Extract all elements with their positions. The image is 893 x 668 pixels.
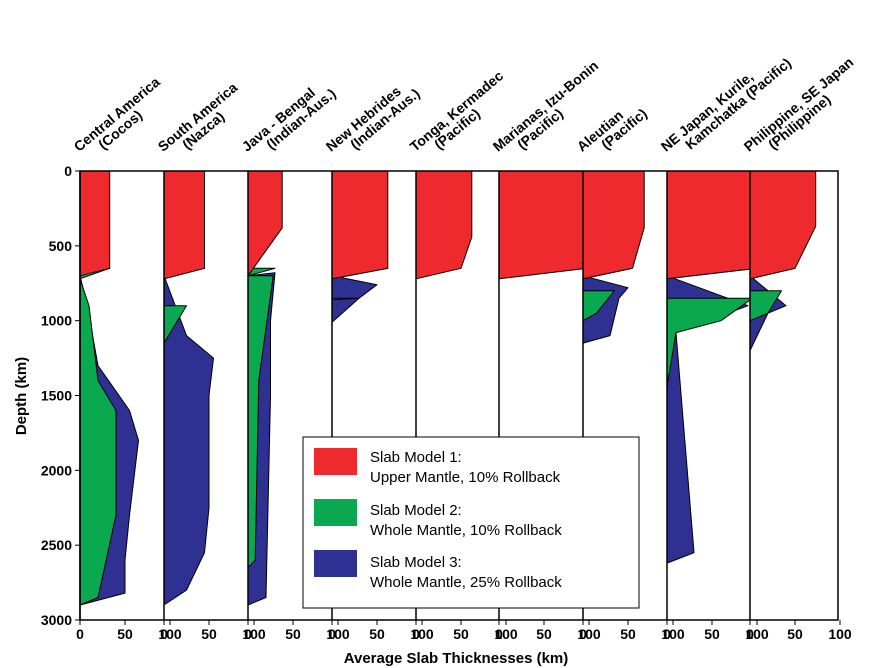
legend-model1-title: Slab Model 1:: [370, 449, 462, 466]
area-model1-panel-4: [331, 170, 389, 280]
area-model1-panel-8: [666, 170, 758, 280]
x-tick-label: 0: [746, 626, 754, 642]
x-tick-label: 0: [663, 626, 671, 642]
area-model3-panel-2: [163, 275, 214, 606]
y-tick-label: 500: [49, 238, 73, 254]
panel-2: [163, 170, 214, 606]
panel-7: [582, 170, 645, 344]
x-tick-label: 100: [828, 626, 852, 642]
panel-1: [79, 170, 139, 606]
area-model1-panel-3: [247, 170, 283, 277]
x-tick-label: 100: [745, 626, 769, 642]
x-axis-title: Average Slab Thicknesses (km): [344, 650, 569, 667]
y-tick-label: 1000: [41, 313, 72, 329]
legend-model2-desc: Whole Mantle, 10% Rollback: [370, 522, 562, 539]
x-tick-label: 0: [160, 626, 168, 642]
panel-title-1: Central America(Cocos): [71, 73, 172, 165]
x-tick-label: 50: [369, 626, 385, 642]
x-tick-label: 50: [787, 626, 803, 642]
panel-title-4: New Hebrides(Indian-Aus.): [323, 74, 423, 165]
y-tick-label: 1500: [41, 388, 72, 404]
y-tick-label: 0: [64, 163, 72, 179]
legend-swatch-model2: [314, 499, 357, 526]
x-tick-label: 50: [620, 626, 636, 642]
panel-title-line1: Philippine, SE Japan: [741, 54, 857, 155]
area-model2-panel-3: [247, 267, 276, 569]
panel-title-6: Marianas, Izu-Bonin(Pacific): [490, 57, 611, 165]
x-tick-label: 100: [158, 626, 182, 642]
legend-model1-desc: Upper Mantle, 10% Rollback: [370, 469, 561, 486]
x-tick-label: 0: [495, 626, 503, 642]
panel-4: [331, 170, 389, 323]
panel-title-3: Java - Bengal(Indian-Aus.): [239, 74, 339, 165]
panel-title-2: South America(Nazca): [155, 79, 250, 165]
area-model1-panel-7: [582, 170, 645, 280]
x-tick-label: 0: [76, 626, 84, 642]
x-tick-label: 0: [328, 626, 336, 642]
x-tick-label: 50: [285, 626, 301, 642]
x-tick-label: 50: [704, 626, 720, 642]
panel-title-7: Aleutian(Pacific): [574, 94, 650, 165]
x-tick-label: 100: [577, 626, 601, 642]
legend-model2-title: Slab Model 2:: [370, 502, 462, 519]
x-tick-label: 100: [242, 626, 266, 642]
x-tick-label: 50: [117, 626, 133, 642]
panel-title-9: Philippine, SE Japan(Philippine): [741, 54, 866, 165]
legend-swatch-model1: [314, 448, 357, 475]
area-model1-panel-2: [163, 170, 205, 280]
legend-swatch-model3: [314, 550, 357, 577]
legend-model3-desc: Whole Mantle, 25% Rollback: [370, 574, 562, 591]
legend-box: [302, 436, 640, 609]
area-model1-panel-6: [498, 170, 590, 280]
x-tick-label: 0: [412, 626, 420, 642]
legend: Slab Model 1: Upper Mantle, 10% Rollback…: [302, 436, 640, 609]
x-tick-label: 50: [536, 626, 552, 642]
x-tick-label: 100: [410, 626, 434, 642]
x-tick-label: 0: [244, 626, 252, 642]
x-tick-label: 100: [326, 626, 350, 642]
y-axis-title: Depth (km): [13, 357, 30, 435]
x-tick-label: 50: [453, 626, 469, 642]
x-tick-label: 0: [579, 626, 587, 642]
y-tick-label: 2500: [41, 537, 72, 553]
area-model1-panel-1: [79, 170, 111, 277]
panel-8: [666, 170, 758, 564]
panel-5: [415, 170, 473, 280]
area-model2-panel-1: [79, 267, 117, 606]
y-tick-label: 2000: [41, 462, 72, 478]
legend-model3-title: Slab Model 3:: [370, 554, 462, 571]
area-model3-panel-9: [749, 275, 787, 606]
area-model1-panel-5: [415, 170, 473, 280]
panel-3: [247, 170, 283, 606]
panel-6: [498, 170, 590, 280]
panel-9: [749, 170, 817, 606]
x-tick-label: 100: [494, 626, 518, 642]
x-tick-label: 100: [661, 626, 685, 642]
area-model1-panel-9: [749, 170, 817, 280]
y-tick-label: 3000: [41, 612, 72, 628]
x-tick-label: 50: [201, 626, 217, 642]
